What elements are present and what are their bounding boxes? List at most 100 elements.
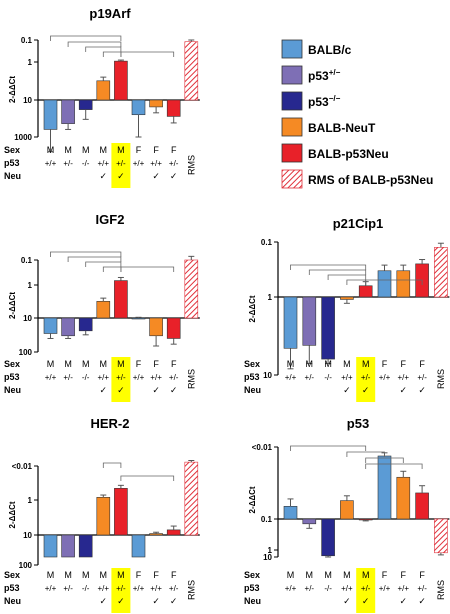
- category-p53: +/+: [98, 373, 110, 382]
- row-label-p53: p53: [244, 372, 260, 382]
- category-p53: -/-: [82, 373, 90, 382]
- significance-bracket: [290, 264, 367, 270]
- bar: [61, 317, 75, 337]
- y-tick-label: 10: [263, 371, 272, 380]
- category-neu: ✓: [400, 385, 408, 395]
- y-tick-label: 0.1: [261, 238, 273, 247]
- legend: BALB/c p53+/− p53−/− BALB-NeuT BALB-p53Neu RM…: [281, 39, 433, 189]
- category-p53: +/+: [341, 373, 353, 382]
- category-neu: ✓: [400, 596, 408, 606]
- y-tick-label: 1: [28, 281, 33, 290]
- category-p53: +/-: [116, 159, 126, 168]
- category-sex: M: [117, 359, 125, 369]
- bar: [415, 492, 429, 520]
- bar: [43, 317, 58, 334]
- chart-title: p19Arf: [89, 6, 131, 21]
- category-sex: M: [100, 570, 108, 580]
- category-sex: M: [362, 359, 370, 369]
- legend-label: BALB-p53Neu: [308, 147, 389, 161]
- bar: [434, 518, 448, 554]
- bar: [184, 461, 199, 536]
- category-sex: M: [117, 570, 125, 580]
- category-p53: +/-: [63, 584, 73, 593]
- significance-bracket: [85, 46, 122, 52]
- category-sex: F: [153, 570, 159, 580]
- bar: [96, 497, 111, 536]
- category-neu: ✓: [170, 596, 178, 606]
- category-neu: ✓: [152, 385, 160, 395]
- y-tick-label: 0.1: [261, 515, 273, 524]
- y-tick-label: 0.1: [21, 256, 33, 265]
- category-sex: M: [100, 359, 108, 369]
- bar: [321, 296, 335, 360]
- bar: [396, 270, 411, 298]
- category-neu: ✓: [343, 596, 351, 606]
- category-sex: M: [64, 570, 72, 580]
- bar: [131, 534, 146, 558]
- category-neu: ✓: [117, 171, 125, 181]
- category-p53: -/-: [82, 159, 90, 168]
- bar: [78, 317, 93, 332]
- bar: [96, 301, 111, 319]
- category-p53: +/-: [63, 373, 73, 382]
- category-p53: +/-: [169, 584, 179, 593]
- bar: [96, 80, 111, 101]
- row-label-neu: Neu: [4, 171, 21, 181]
- category-p53: +/-: [361, 584, 371, 593]
- category-neu: ✓: [418, 596, 426, 606]
- y-tick-label: 1: [268, 293, 273, 302]
- bar: [43, 99, 58, 130]
- category-sex: M: [100, 145, 108, 155]
- category-neu: ✓: [152, 596, 160, 606]
- category-p53: -/-: [324, 584, 332, 593]
- category-sex: F: [419, 570, 425, 580]
- significance-bracket: [365, 463, 423, 469]
- legend-swatch: [281, 169, 303, 189]
- bar: [377, 455, 392, 520]
- row-label-p53: p53: [4, 372, 20, 382]
- category-label-rms: RMS: [436, 369, 446, 389]
- bar: [377, 270, 392, 298]
- bar: [78, 534, 93, 558]
- category-neu: ✓: [418, 385, 426, 395]
- category-p53: +/+: [133, 159, 145, 168]
- y-tick-label: 10: [23, 531, 32, 540]
- category-sex: F: [136, 359, 142, 369]
- legend-label: p53−/−: [308, 94, 341, 109]
- significance-bracket: [67, 41, 122, 47]
- significance-bracket: [85, 261, 122, 267]
- y-tick-label: 10: [23, 314, 32, 323]
- bar: [131, 317, 146, 320]
- significance-bracket: [365, 457, 404, 463]
- bar: [302, 518, 317, 525]
- category-sex: M: [47, 570, 55, 580]
- bar: [184, 259, 199, 319]
- significance-bracket: [67, 256, 122, 262]
- category-p53: +/+: [133, 584, 145, 593]
- y-axis-label: 2-ΔΔCt: [248, 486, 257, 513]
- y-axis-label: 2-ΔΔCt: [8, 292, 17, 319]
- category-neu: ✓: [117, 596, 125, 606]
- row-label-p53: p53: [244, 583, 260, 593]
- bar: [43, 534, 58, 558]
- category-p53: +/-: [116, 584, 126, 593]
- category-p53: -/-: [324, 373, 332, 382]
- row-label-neu: Neu: [4, 596, 21, 606]
- bar: [114, 488, 128, 536]
- category-label-rms: RMS: [186, 155, 196, 175]
- y-axis-label: 2-ΔΔCt: [8, 501, 17, 528]
- category-sex: M: [64, 145, 72, 155]
- highlight-band: [111, 143, 131, 188]
- significance-bracket: [365, 279, 423, 285]
- category-neu: ✓: [170, 171, 178, 181]
- row-label-sex: Sex: [244, 570, 260, 580]
- category-sex: F: [382, 570, 388, 580]
- y-tick-label: 0.1: [21, 36, 33, 45]
- significance-bracket: [290, 445, 367, 451]
- panel-igf2: IGF2 2-ΔΔCt 0.1 1 10 100 Sex p53 Neu M +/+ M +/- M -/-…: [4, 212, 200, 402]
- category-sex: F: [419, 359, 425, 369]
- category-sex: F: [401, 570, 407, 580]
- bar: [283, 506, 298, 520]
